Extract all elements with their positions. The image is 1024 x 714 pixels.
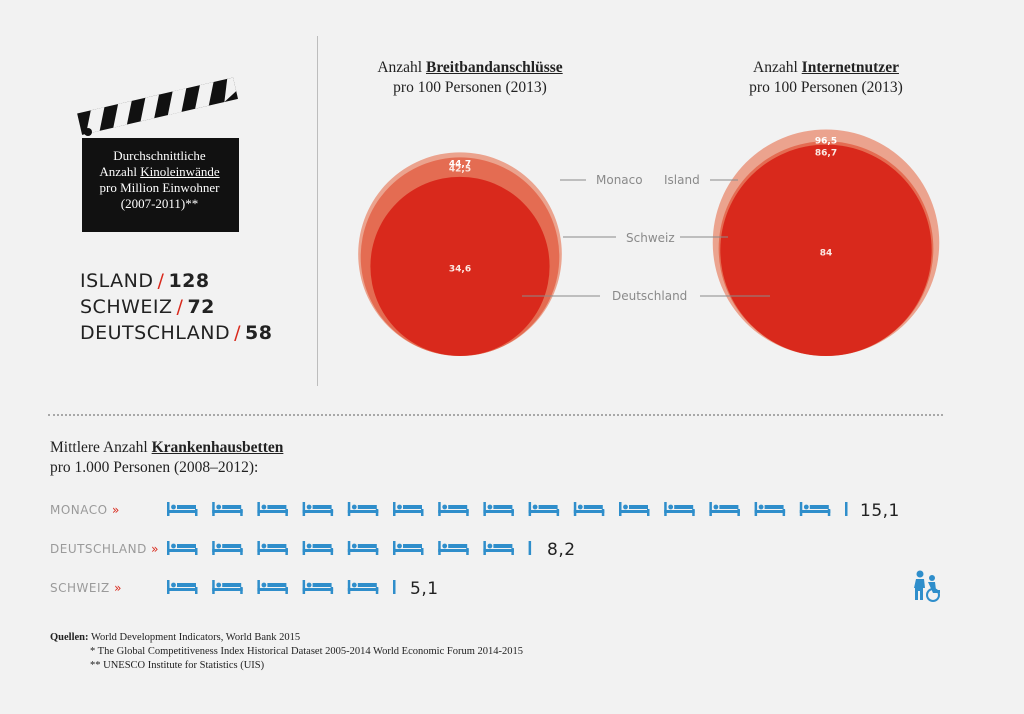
bed-icon	[754, 502, 786, 516]
clap-line-4: (2007-2011)**	[120, 196, 199, 211]
internet-value-schweiz: 86,7	[815, 148, 837, 158]
broadband-value-schweiz: 42,5	[449, 164, 471, 174]
bed-icon	[664, 502, 695, 516]
clapperboard-icon	[77, 77, 239, 232]
beds-country-deutschland: DEUTSCHLAND »	[50, 542, 160, 556]
bed-icon	[347, 541, 379, 555]
label-deutschland: Deutschland	[612, 289, 688, 303]
bed-icon	[528, 502, 560, 516]
bed-icon	[167, 580, 198, 594]
broadband-value-deutschland: 34,6	[449, 264, 471, 274]
beds-value-schweiz: 5,1	[410, 579, 439, 599]
broadband-bubble-deutschland	[370, 176, 550, 356]
cinema-stat-island: ISLAND/128	[80, 270, 210, 292]
bed-icon	[302, 541, 334, 555]
bed-fraction-mark	[393, 580, 396, 594]
bed-icon	[438, 502, 469, 516]
beds-country-monaco: MONACO »	[50, 503, 120, 517]
bed-icon	[212, 502, 243, 516]
label-schweiz: Schweiz	[626, 231, 675, 245]
bed-icon	[619, 502, 650, 516]
beds-value-deutschland: 8,2	[547, 540, 576, 560]
vertical-divider	[317, 36, 318, 386]
bed-icon	[347, 580, 379, 594]
internet-value-deutschland: 84	[820, 248, 833, 258]
bed-icon	[483, 541, 514, 555]
bed-icon	[302, 580, 334, 594]
bed-icon	[393, 502, 424, 516]
clap-line-2: Anzahl Kinoleinwände	[99, 164, 220, 179]
bed-icon	[347, 502, 379, 516]
bed-fraction-mark	[845, 502, 848, 516]
sources: Quellen: World Development Indicators, W…	[50, 632, 523, 671]
beds-title: Mittlere Anzahl Krankenhausbetten pro 1.…	[50, 439, 284, 476]
beds-pictogram	[167, 502, 848, 594]
label-island: Island	[664, 173, 700, 187]
bed-icon	[573, 502, 605, 516]
clap-line-1: Durchschnittliche	[113, 148, 206, 163]
bed-fraction-mark	[528, 541, 532, 555]
beds-value-monaco: 15,1	[860, 501, 900, 521]
bubble-charts: 44,742,5 34,6 96,5 86,7 84	[358, 129, 940, 356]
bed-icon	[438, 541, 469, 555]
cinema-stat-schweiz: SCHWEIZ/72	[80, 296, 215, 318]
bed-icon	[167, 541, 198, 555]
internet-title: Anzahl Internetnutzer pro 100 Personen (…	[749, 59, 903, 96]
broadband-title: Anzahl Breitbandanschlüsse pro 100 Perso…	[377, 59, 563, 96]
internet-value-island: 96,5	[815, 136, 837, 146]
label-monaco: Monaco	[596, 173, 643, 187]
cinema-stat-deutschland: DEUTSCHLAND/58	[80, 322, 273, 344]
clap-line-3: pro Million Einwohner	[99, 180, 220, 195]
bed-icon	[212, 580, 243, 594]
beds-country-schweiz: SCHWEIZ »	[50, 581, 122, 595]
internet-bubble-deutschland	[720, 144, 932, 356]
horizontal-divider	[48, 414, 943, 416]
bed-icon	[257, 502, 288, 516]
bed-icon	[483, 502, 514, 516]
bed-icon	[393, 541, 424, 555]
broadband-value-monaco: 44,7	[449, 159, 471, 169]
bed-icon	[302, 502, 334, 516]
clapperboard-caption: Durchschnittliche Anzahl Kinoleinwände p…	[82, 148, 237, 212]
bed-icon	[212, 541, 243, 555]
bed-icon	[257, 580, 288, 594]
bed-icon	[257, 541, 288, 555]
nurse-wheelchair-icon	[914, 570, 940, 602]
bed-icon	[167, 502, 198, 516]
bed-icon	[799, 502, 831, 516]
bed-icon	[709, 502, 740, 516]
